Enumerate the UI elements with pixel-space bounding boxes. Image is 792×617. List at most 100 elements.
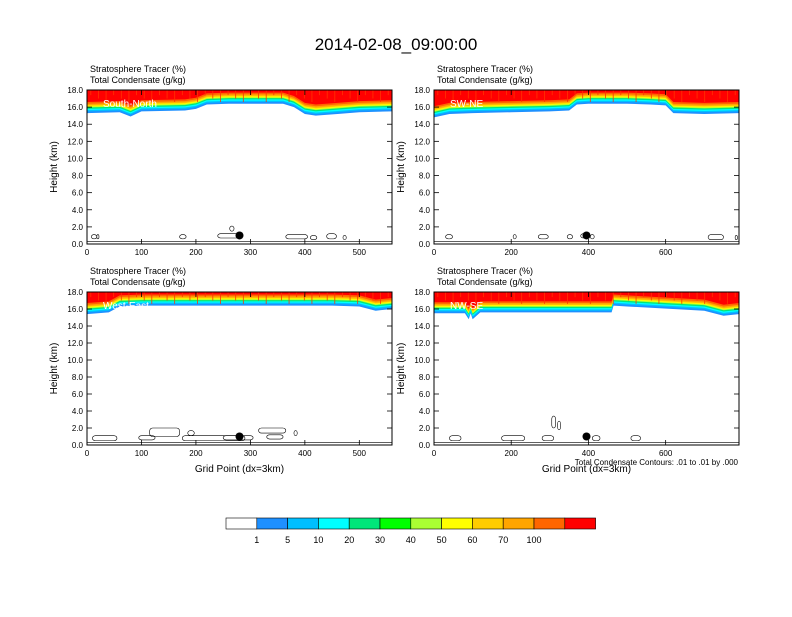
y-tick-label: 14.0: [414, 120, 430, 129]
condensate-contour: [591, 435, 601, 442]
colorbar-label: 50: [437, 535, 447, 545]
condensate-contour: [138, 435, 156, 441]
colorbar-label: 1: [254, 535, 259, 545]
x-tick-label: 300: [244, 248, 258, 257]
x-axis-label: Grid Point (dx=3km): [542, 464, 631, 475]
x-tick-label: 600: [659, 449, 673, 458]
y-tick-label: 10.0: [67, 356, 83, 365]
condensate-contour: [285, 234, 308, 240]
y-tick-label: 2.0: [419, 424, 431, 433]
panel-header-line: Total Condensate (g/kg): [90, 277, 186, 287]
y-tick-label: 16.0: [67, 103, 83, 112]
plot-frame: [433, 89, 740, 245]
panel-label: SW-NE: [450, 99, 483, 110]
x-tick-label: 300: [244, 449, 258, 458]
condensate-contour: [91, 234, 98, 240]
y-tick-label: 10.0: [414, 356, 430, 365]
y-tick-label: 10.0: [414, 154, 430, 163]
condensate-contour: [551, 415, 556, 429]
location-marker: [235, 432, 244, 441]
condensate-contour: [707, 234, 724, 241]
colorbar-box-1: [256, 517, 288, 530]
tracer-band-8: [87, 292, 392, 305]
y-tick-label: 2.0: [72, 424, 84, 433]
y-tick-label: 6.0: [72, 189, 84, 198]
panel-south-north: Stratosphere Tracer (%)Total Condensate …: [49, 64, 393, 257]
panel-west-east: Stratosphere Tracer (%)Total Condensate …: [49, 266, 393, 475]
y-tick-label: 12.0: [414, 137, 430, 146]
colorbar-label: 40: [406, 535, 416, 545]
tracer-band-9: [87, 90, 392, 106]
tracer-band-9: [87, 292, 392, 304]
condensate-contour: [501, 435, 526, 442]
y-tick-label: 16.0: [414, 305, 430, 314]
tracer-band-9: [434, 90, 739, 107]
colorbar-label: 60: [467, 535, 477, 545]
x-tick-label: 0: [432, 248, 437, 257]
plot-area: [434, 292, 739, 443]
condensate-contour: [182, 435, 246, 442]
x-axis-label: Grid Point (dx=3km): [195, 464, 284, 475]
panel-sw-ne: Stratosphere Tracer (%)Total Condensate …: [396, 64, 740, 257]
y-tick-label: 12.0: [67, 137, 83, 146]
x-tick-label: 600: [659, 248, 673, 257]
panel-header-line: Total Condensate (g/kg): [437, 277, 533, 287]
x-tick-label: 200: [189, 248, 203, 257]
y-tick-label: 18.0: [414, 288, 430, 297]
condensate-contour: [187, 430, 195, 436]
y-tick-label: 4.0: [419, 407, 431, 416]
colorbar-label: 70: [498, 535, 508, 545]
panel-label: West-East: [103, 301, 149, 312]
condensate-contour: [630, 435, 641, 442]
y-tick-label: 12.0: [67, 339, 83, 348]
condensate-contour: [293, 430, 298, 436]
condensate-contour: [266, 434, 284, 440]
y-tick-label: 18.0: [414, 86, 430, 95]
colorbar-box-8: [472, 517, 504, 530]
y-tick-label: 8.0: [72, 172, 84, 181]
y-tick-label: 8.0: [419, 373, 431, 382]
condensate-contour: [590, 234, 595, 240]
x-tick-label: 0: [85, 449, 90, 458]
location-marker: [582, 432, 591, 441]
y-tick-label: 10.0: [67, 154, 83, 163]
x-tick-label: 400: [582, 449, 596, 458]
condensate-contour: [537, 234, 549, 240]
y-tick-label: 16.0: [67, 305, 83, 314]
panel-header-line: Total Condensate (g/kg): [90, 75, 186, 85]
y-tick-label: 6.0: [72, 390, 84, 399]
x-tick-label: 200: [505, 248, 519, 257]
x-tick-label: 200: [505, 449, 519, 458]
panel-header-line: Stratosphere Tracer (%): [90, 266, 186, 276]
y-tick-label: 4.0: [419, 206, 431, 215]
x-tick-label: 500: [353, 248, 367, 257]
x-tick-label: 0: [432, 449, 437, 458]
panel-header-line: Stratosphere Tracer (%): [437, 266, 533, 276]
colorbar-label: 20: [344, 535, 354, 545]
condensate-contour: [258, 427, 287, 434]
condensate-contour: [449, 435, 462, 442]
condensate-contour: [512, 234, 517, 240]
y-tick-label: 14.0: [67, 322, 83, 331]
x-tick-label: 200: [189, 449, 203, 458]
condensate-contour: [541, 435, 554, 442]
y-tick-label: 18.0: [67, 86, 83, 95]
condensate-contour: [96, 234, 100, 240]
location-marker: [235, 231, 244, 240]
y-axis-label: Height (km): [396, 141, 407, 193]
y-axis-label: Height (km): [49, 343, 60, 395]
x-tick-label: 400: [298, 449, 312, 458]
y-tick-label: 0.0: [419, 240, 431, 249]
panel-label: NW-SE: [450, 301, 483, 312]
condensate-contour: [566, 234, 573, 240]
y-tick-label: 2.0: [419, 223, 431, 232]
condensate-contour: [310, 235, 318, 241]
plot-area: [87, 90, 392, 242]
condensate-contour: [149, 427, 180, 437]
y-tick-label: 14.0: [67, 120, 83, 129]
colorbar-box-2: [287, 517, 319, 530]
y-tick-label: 4.0: [72, 407, 84, 416]
condensate-contour: [734, 235, 738, 241]
condensate-contour: [342, 235, 347, 241]
